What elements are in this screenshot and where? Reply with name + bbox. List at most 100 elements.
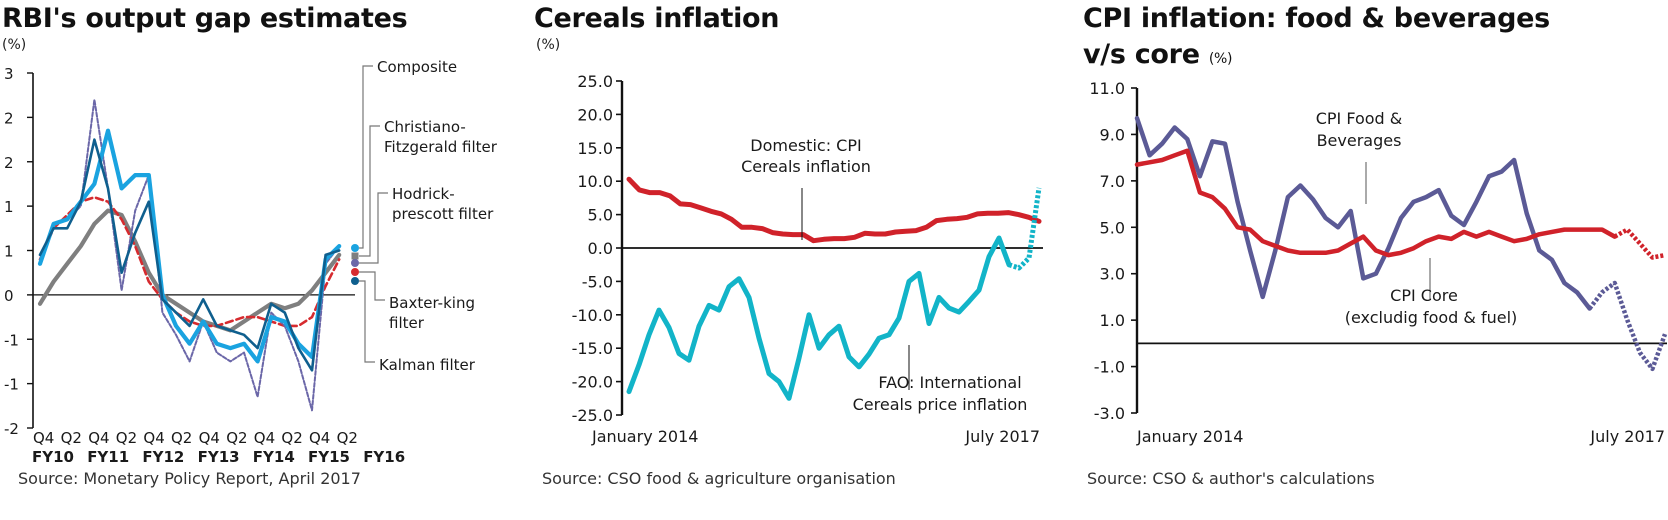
y-tick-label: 1 [4, 198, 14, 216]
series-line-composite [37, 128, 342, 364]
y-tick-label: 5.0 [588, 206, 613, 225]
cereals-inflation-panel: Cereals inflation (%) 25.0 20.0 15.0 10.0 5.… [530, 0, 1075, 520]
legend-leader-line [359, 192, 388, 264]
cereals-inflation-unit: (%) [536, 37, 561, 53]
output-gap-panel: RBI's output gap estimates (%) 3 2 2 1 1 0 -1 -… [0, 0, 530, 520]
y-tick-label: 3 [4, 65, 14, 83]
cpi-food-core-title-line1: CPI inflation: food & beverages [1083, 3, 1550, 34]
series-line-dashed-cpi-food-beverages [1587, 280, 1668, 372]
annotation-food-line1: CPI Food & [1316, 109, 1403, 128]
x-tick-label-quarter: Q4 [88, 429, 109, 447]
legend-label-composite: Composite [377, 58, 457, 76]
legend-marker-kalman-filter [351, 277, 359, 285]
y-tick-label: 2 [4, 154, 14, 172]
output-gap-source: Source: Monetary Policy Report, April 20… [18, 469, 361, 488]
series-line-cpi-food-beverages [1134, 115, 1592, 311]
x-tick-label-year: FY11 [87, 448, 129, 466]
output-gap-title: RBI's output gap estimates [2, 3, 408, 34]
x-tick-label-year: FY14 [253, 448, 295, 466]
annotation-food-line2: Beverages [1317, 131, 1402, 150]
legend-marker-hodrick-prescott-filter [351, 259, 359, 267]
y-tick-label: 20.0 [577, 105, 613, 124]
y-tick-label: 10.0 [577, 172, 613, 191]
x-tick-label-year: FY13 [198, 448, 240, 466]
y-tick-label: 2 [4, 109, 14, 127]
y-tick-label: -15.0 [572, 339, 613, 358]
y-tick-label: 3.0 [1100, 265, 1125, 284]
y-tick-label: -5.0 [582, 272, 613, 291]
series-line-dashed-cpi-core-excludig-food-fuel [1613, 227, 1666, 260]
legend-leader-line [359, 65, 373, 249]
legend-marker-baxter-king-filter [351, 268, 359, 276]
x-tick-label-year: FY10 [32, 448, 74, 466]
cereals-inflation-title: Cereals inflation [534, 3, 780, 34]
x-tick-label-year: FY15 [308, 448, 350, 466]
y-tick-label: 25.0 [577, 72, 613, 91]
legend-label-baxter-king-filter: filter [389, 314, 425, 332]
y-tick-label: -20.0 [572, 373, 613, 392]
y-tick-label: -3.0 [1094, 404, 1125, 423]
x-tick-label-quarter: Q2 [61, 429, 82, 447]
x-tick-label-start: January 2014 [1136, 427, 1243, 446]
series-line-christiano-fitzgerald-filter [37, 208, 342, 333]
y-tick-label: -1 [4, 376, 19, 394]
annotation-fao-line2: Cereals price inflation [853, 395, 1028, 414]
cpi-food-core-title-line2: v/s core (%) [1083, 36, 1232, 78]
y-tick-label: 7.0 [1100, 172, 1125, 191]
x-tick-label-quarter: Q4 [254, 429, 275, 447]
y-tick-label: 5.0 [1100, 218, 1125, 237]
y-tick-label: 0.0 [588, 239, 613, 258]
y-tick-label: -1 [4, 331, 19, 349]
x-tick-label-quarter: Q2 [226, 429, 247, 447]
series-line-kalman-filter [38, 138, 341, 372]
series-line-dashed-fao-international-cereals-price-inflation [1008, 187, 1042, 271]
annotation-core-line2: (excludig food & fuel) [1345, 308, 1518, 327]
x-tick-label-quarter: Q4 [199, 429, 220, 447]
annotation-domestic-line1: Domestic: CPI [750, 136, 861, 155]
series-line-cpi-core-excludig-food-fuel [1134, 148, 1617, 258]
legend-leader-line [359, 125, 380, 257]
cereals-inflation-source: Source: CSO food & agriculture organisat… [542, 469, 896, 488]
x-tick-label-quarter: Q4 [143, 429, 164, 447]
x-tick-label-end: July 2017 [964, 427, 1040, 446]
x-tick-label-quarter: Q2 [337, 429, 358, 447]
series-line-fao-international-cereals-price-inflation [626, 235, 1012, 401]
cpi-food-core-title-line2-text: v/s core [1083, 39, 1200, 70]
annotation-fao-line1: FAO: International [878, 373, 1021, 392]
y-tick-label: 0 [4, 287, 14, 305]
legend-label-baxter-king-filter: Baxter-king [389, 294, 475, 312]
legend-label-kalman-filter: Kalman filter [379, 356, 476, 374]
y-tick-label: -25.0 [572, 406, 613, 425]
y-tick-label: -2 [4, 420, 19, 438]
series-line-hodrick-prescott-filter [39, 98, 341, 412]
cpi-food-core-source: Source: CSO & author's calculations [1087, 469, 1375, 488]
x-tick-label-end: July 2017 [1589, 427, 1665, 446]
annotation-domestic-line2: Cereals inflation [741, 157, 871, 176]
x-tick-label-quarter: Q2 [171, 429, 192, 447]
annotation-core-line1: CPI Core [1390, 286, 1458, 305]
legend-marker-christiano-fitzgerald-filter [351, 252, 359, 260]
legend-label-christiano-fitzgerald-filter: Christiano- [384, 118, 466, 136]
legend-label-christiano-fitzgerald-filter: Fitzgerald filter [384, 138, 498, 156]
x-tick-label-quarter: Q2 [281, 429, 302, 447]
x-tick-label-quarter: Q2 [116, 429, 137, 447]
legend-leader-line [359, 271, 385, 301]
y-tick-label: -10.0 [572, 306, 613, 325]
x-tick-label-year: FY12 [142, 448, 184, 466]
y-tick-label: 1 [4, 243, 14, 261]
y-tick-label: 15.0 [577, 139, 613, 158]
series-line-domestic-cpi-cereals-inflation [626, 176, 1042, 244]
x-tick-label-quarter: Q4 [309, 429, 330, 447]
y-tick-label: -1.0 [1094, 358, 1125, 377]
y-tick-label: 1.0 [1100, 311, 1125, 330]
output-gap-unit: (%) [2, 37, 27, 53]
legend-marker-composite [351, 244, 359, 252]
x-tick-label-quarter: Q4 [33, 429, 54, 447]
cpi-food-core-unit: (%) [1208, 51, 1233, 67]
cpi-food-core-panel: CPI inflation: food & beverages v/s core… [1075, 0, 1668, 520]
x-tick-label-start: January 2014 [591, 427, 698, 446]
y-tick-label: 9.0 [1100, 125, 1125, 144]
legend-label-hodrick-prescott-filter: Hodrick- [392, 185, 455, 203]
cpi-food-core-chart: 11.0 9.0 7.0 5.0 3.0 1.0 -1.0 -3.0 January 2014 J… [1089, 79, 1668, 446]
